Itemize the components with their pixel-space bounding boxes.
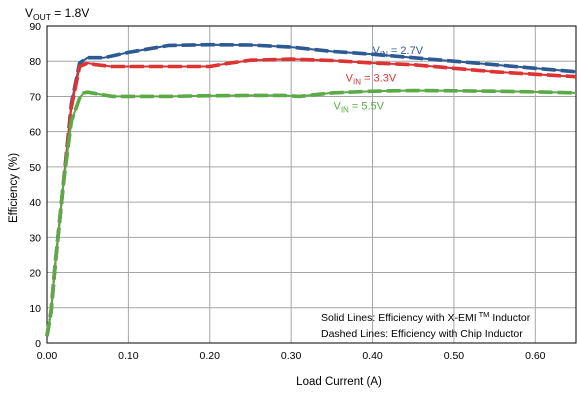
y-tick-label: 20 (29, 268, 41, 280)
y-tick-label: 30 (29, 232, 41, 244)
x-tick-label: 0.20 (200, 350, 221, 362)
series-lines (45, 42, 577, 337)
series-label: VIN = 2.7V (373, 45, 424, 59)
y-tick-label: 10 (29, 303, 41, 315)
plot-area (46, 25, 577, 344)
x-axis-label: Load Current (A) (296, 376, 382, 388)
x-tick-label: 0.40 (362, 350, 383, 362)
y-tick-label: 0 (35, 338, 41, 350)
annotation-solid-lines: Solid Lines: Efficiency with X-EMI TM In… (321, 310, 531, 324)
x-tick-label: 0.50 (444, 350, 465, 362)
series-line-dashed (45, 42, 577, 337)
series-line-dashed (45, 88, 577, 337)
series-label: VIN = 5.5V (333, 100, 384, 114)
chart-title: VOUT = 1.8V (25, 6, 89, 22)
x-tick-label: 0.00 (37, 350, 58, 362)
y-tick-label: 90 (29, 21, 41, 33)
series-line-solid (46, 43, 577, 337)
annotation-dashed-lines: Dashed Lines: Efficiency with Chip Induc… (321, 328, 523, 340)
series-label: VIN = 3.3V (346, 72, 397, 86)
y-tick-label: 70 (29, 91, 41, 103)
series-line-solid (46, 58, 577, 337)
y-tick-label: 60 (29, 127, 41, 139)
y-axis-label: Efficiency (%) (8, 153, 20, 223)
tick-labels: 0.00 0.10 0.20 0.30 0.40 0.50 0.60 0 10 20 30 40 50 6… (29, 21, 545, 362)
series-labels: VIN = 2.7V VIN = 3.3V VIN = 5.5V (333, 45, 423, 114)
y-tick-label: 80 (29, 56, 41, 68)
y-tick-label: 40 (29, 197, 41, 209)
x-tick-label: 0.30 (281, 350, 302, 362)
x-tick-label: 0.10 (118, 350, 139, 362)
y-tick-label: 50 (29, 162, 41, 174)
x-tick-label: 0.60 (525, 350, 546, 362)
series-line-dashed (45, 57, 577, 337)
series-line-solid (46, 89, 577, 337)
